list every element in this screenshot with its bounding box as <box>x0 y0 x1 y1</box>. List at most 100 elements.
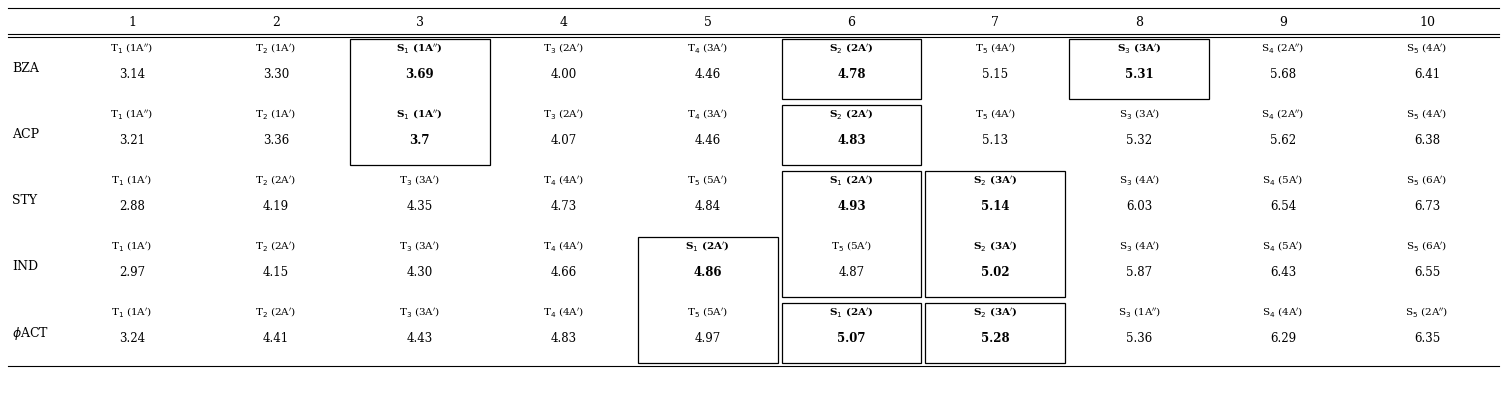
Text: 6.73: 6.73 <box>1414 200 1441 213</box>
Text: 6.41: 6.41 <box>1414 68 1441 81</box>
Text: T$_5$ (5A$'$): T$_5$ (5A$'$) <box>687 173 728 187</box>
Text: 3: 3 <box>416 15 423 29</box>
Text: T$_5$ (4A$'$): T$_5$ (4A$'$) <box>975 107 1016 121</box>
Text: 6.43: 6.43 <box>1270 266 1296 279</box>
Text: T$_2$ (2A$'$): T$_2$ (2A$'$) <box>255 239 297 253</box>
Text: S$_1$ (2A$'$): S$_1$ (2A$'$) <box>686 239 729 253</box>
Text: S$_5$ (6A$'$): S$_5$ (6A$'$) <box>1406 173 1448 187</box>
Text: 7: 7 <box>992 15 999 29</box>
Text: 5.32: 5.32 <box>1126 134 1153 147</box>
Text: 3.69: 3.69 <box>405 68 434 81</box>
Bar <box>637 237 778 363</box>
Text: T$_4$ (4A$'$): T$_4$ (4A$'$) <box>543 173 585 187</box>
Text: $\phi$ACT: $\phi$ACT <box>12 325 50 342</box>
Text: 5.14: 5.14 <box>981 200 1010 213</box>
Text: 4.07: 4.07 <box>550 134 577 147</box>
Text: S$_1$ (2A$'$): S$_1$ (2A$'$) <box>829 305 874 319</box>
Text: T$_1$ (1A$''$): T$_1$ (1A$''$) <box>110 41 154 55</box>
Text: 4.83: 4.83 <box>836 134 865 147</box>
Text: T$_1$ (1A$''$): T$_1$ (1A$''$) <box>110 107 154 121</box>
Text: 4.46: 4.46 <box>695 68 720 81</box>
Text: S$_2$ (2A$'$): S$_2$ (2A$'$) <box>829 107 874 121</box>
Text: T$_2$ (1A$'$): T$_2$ (1A$'$) <box>255 41 297 55</box>
Text: 10: 10 <box>1420 15 1435 29</box>
Text: 4.83: 4.83 <box>550 332 577 345</box>
Text: 4.66: 4.66 <box>550 266 577 279</box>
Text: S$_4$ (2A$''$): S$_4$ (2A$''$) <box>1261 107 1305 121</box>
Text: T$_1$ (1A$'$): T$_1$ (1A$'$) <box>112 173 152 187</box>
Bar <box>782 303 921 363</box>
Bar <box>782 171 921 297</box>
Text: STY: STY <box>12 195 38 208</box>
Bar <box>925 303 1065 363</box>
Text: 4.00: 4.00 <box>550 68 577 81</box>
Text: 5.15: 5.15 <box>983 68 1008 81</box>
Text: 6: 6 <box>847 15 856 29</box>
Text: T$_2$ (2A$'$): T$_2$ (2A$'$) <box>255 173 297 187</box>
Text: 5.28: 5.28 <box>981 332 1010 345</box>
Text: 6.55: 6.55 <box>1414 266 1441 279</box>
Text: 5.62: 5.62 <box>1270 134 1296 147</box>
Text: 5.36: 5.36 <box>1126 332 1153 345</box>
Text: S$_5$ (6A$'$): S$_5$ (6A$'$) <box>1406 239 1448 253</box>
Text: 4: 4 <box>559 15 568 29</box>
Text: 9: 9 <box>1279 15 1287 29</box>
Text: ACP: ACP <box>12 129 39 141</box>
Text: T$_3$ (3A$'$): T$_3$ (3A$'$) <box>399 305 440 319</box>
Text: 8: 8 <box>1135 15 1144 29</box>
Text: 5.13: 5.13 <box>983 134 1008 147</box>
Text: T$_3$ (3A$'$): T$_3$ (3A$'$) <box>399 173 440 187</box>
Text: 5.31: 5.31 <box>1124 68 1153 81</box>
Text: 5.68: 5.68 <box>1270 68 1296 81</box>
Text: S$_5$ (2A$''$): S$_5$ (2A$''$) <box>1406 305 1448 319</box>
Text: 2.88: 2.88 <box>119 200 145 213</box>
Text: 4.86: 4.86 <box>693 266 722 279</box>
Text: S$_3$ (3A$'$): S$_3$ (3A$'$) <box>1117 41 1162 55</box>
Text: S$_5$ (4A$'$): S$_5$ (4A$'$) <box>1406 41 1448 55</box>
Text: T$_5$ (5A$'$): T$_5$ (5A$'$) <box>687 305 728 319</box>
Text: T$_2$ (1A$'$): T$_2$ (1A$'$) <box>255 107 297 121</box>
Text: S$_3$ (3A$'$): S$_3$ (3A$'$) <box>1118 107 1160 121</box>
Text: 5: 5 <box>704 15 711 29</box>
Text: S$_4$ (5A$'$): S$_4$ (5A$'$) <box>1263 173 1304 187</box>
Text: 5.87: 5.87 <box>1126 266 1153 279</box>
Bar <box>782 105 921 165</box>
Text: 6.35: 6.35 <box>1414 332 1441 345</box>
Text: 6.03: 6.03 <box>1126 200 1153 213</box>
Text: S$_2$ (3A$'$): S$_2$ (3A$'$) <box>974 173 1017 187</box>
Text: 6.29: 6.29 <box>1270 332 1296 345</box>
Text: 3.24: 3.24 <box>119 332 145 345</box>
Text: 4.43: 4.43 <box>407 332 433 345</box>
Text: S$_4$ (2A$''$): S$_4$ (2A$''$) <box>1261 41 1305 55</box>
Text: BZA: BZA <box>12 62 39 75</box>
Text: 4.73: 4.73 <box>550 200 577 213</box>
Text: T$_3$ (2A$'$): T$_3$ (2A$'$) <box>543 107 585 121</box>
Text: S$_1$ (1A$''$): S$_1$ (1A$''$) <box>396 107 443 121</box>
Text: S$_4$ (5A$'$): S$_4$ (5A$'$) <box>1263 239 1304 253</box>
Bar <box>350 39 490 165</box>
Text: 4.19: 4.19 <box>262 200 289 213</box>
Text: T$_5$ (4A$'$): T$_5$ (4A$'$) <box>975 41 1016 55</box>
Text: 4.41: 4.41 <box>262 332 289 345</box>
Text: 4.35: 4.35 <box>407 200 433 213</box>
Text: S$_2$ (3A$'$): S$_2$ (3A$'$) <box>974 239 1017 253</box>
Text: T$_3$ (2A$'$): T$_3$ (2A$'$) <box>543 41 585 55</box>
Text: S$_5$ (4A$'$): S$_5$ (4A$'$) <box>1406 107 1448 121</box>
Text: 3.36: 3.36 <box>262 134 289 147</box>
Text: 4.78: 4.78 <box>838 68 865 81</box>
Text: T$_4$ (3A$'$): T$_4$ (3A$'$) <box>687 41 728 55</box>
Text: S$_1$ (1A$''$): S$_1$ (1A$''$) <box>396 41 443 55</box>
Text: 3.7: 3.7 <box>410 134 429 147</box>
Text: S$_4$ (4A$'$): S$_4$ (4A$'$) <box>1263 305 1304 319</box>
Text: 5.07: 5.07 <box>838 332 865 345</box>
Text: S$_3$ (1A$''$): S$_3$ (1A$''$) <box>1118 305 1160 319</box>
Text: 3.30: 3.30 <box>262 68 289 81</box>
Text: T$_4$ (3A$'$): T$_4$ (3A$'$) <box>687 107 728 121</box>
Bar <box>1070 39 1209 99</box>
Text: 3.14: 3.14 <box>119 68 145 81</box>
Text: T$_1$ (1A$'$): T$_1$ (1A$'$) <box>112 239 152 253</box>
Text: T$_4$ (4A$'$): T$_4$ (4A$'$) <box>543 239 585 253</box>
Text: S$_2$ (3A$'$): S$_2$ (3A$'$) <box>974 305 1017 319</box>
Text: 2.97: 2.97 <box>119 266 145 279</box>
Text: 4.87: 4.87 <box>838 266 865 279</box>
